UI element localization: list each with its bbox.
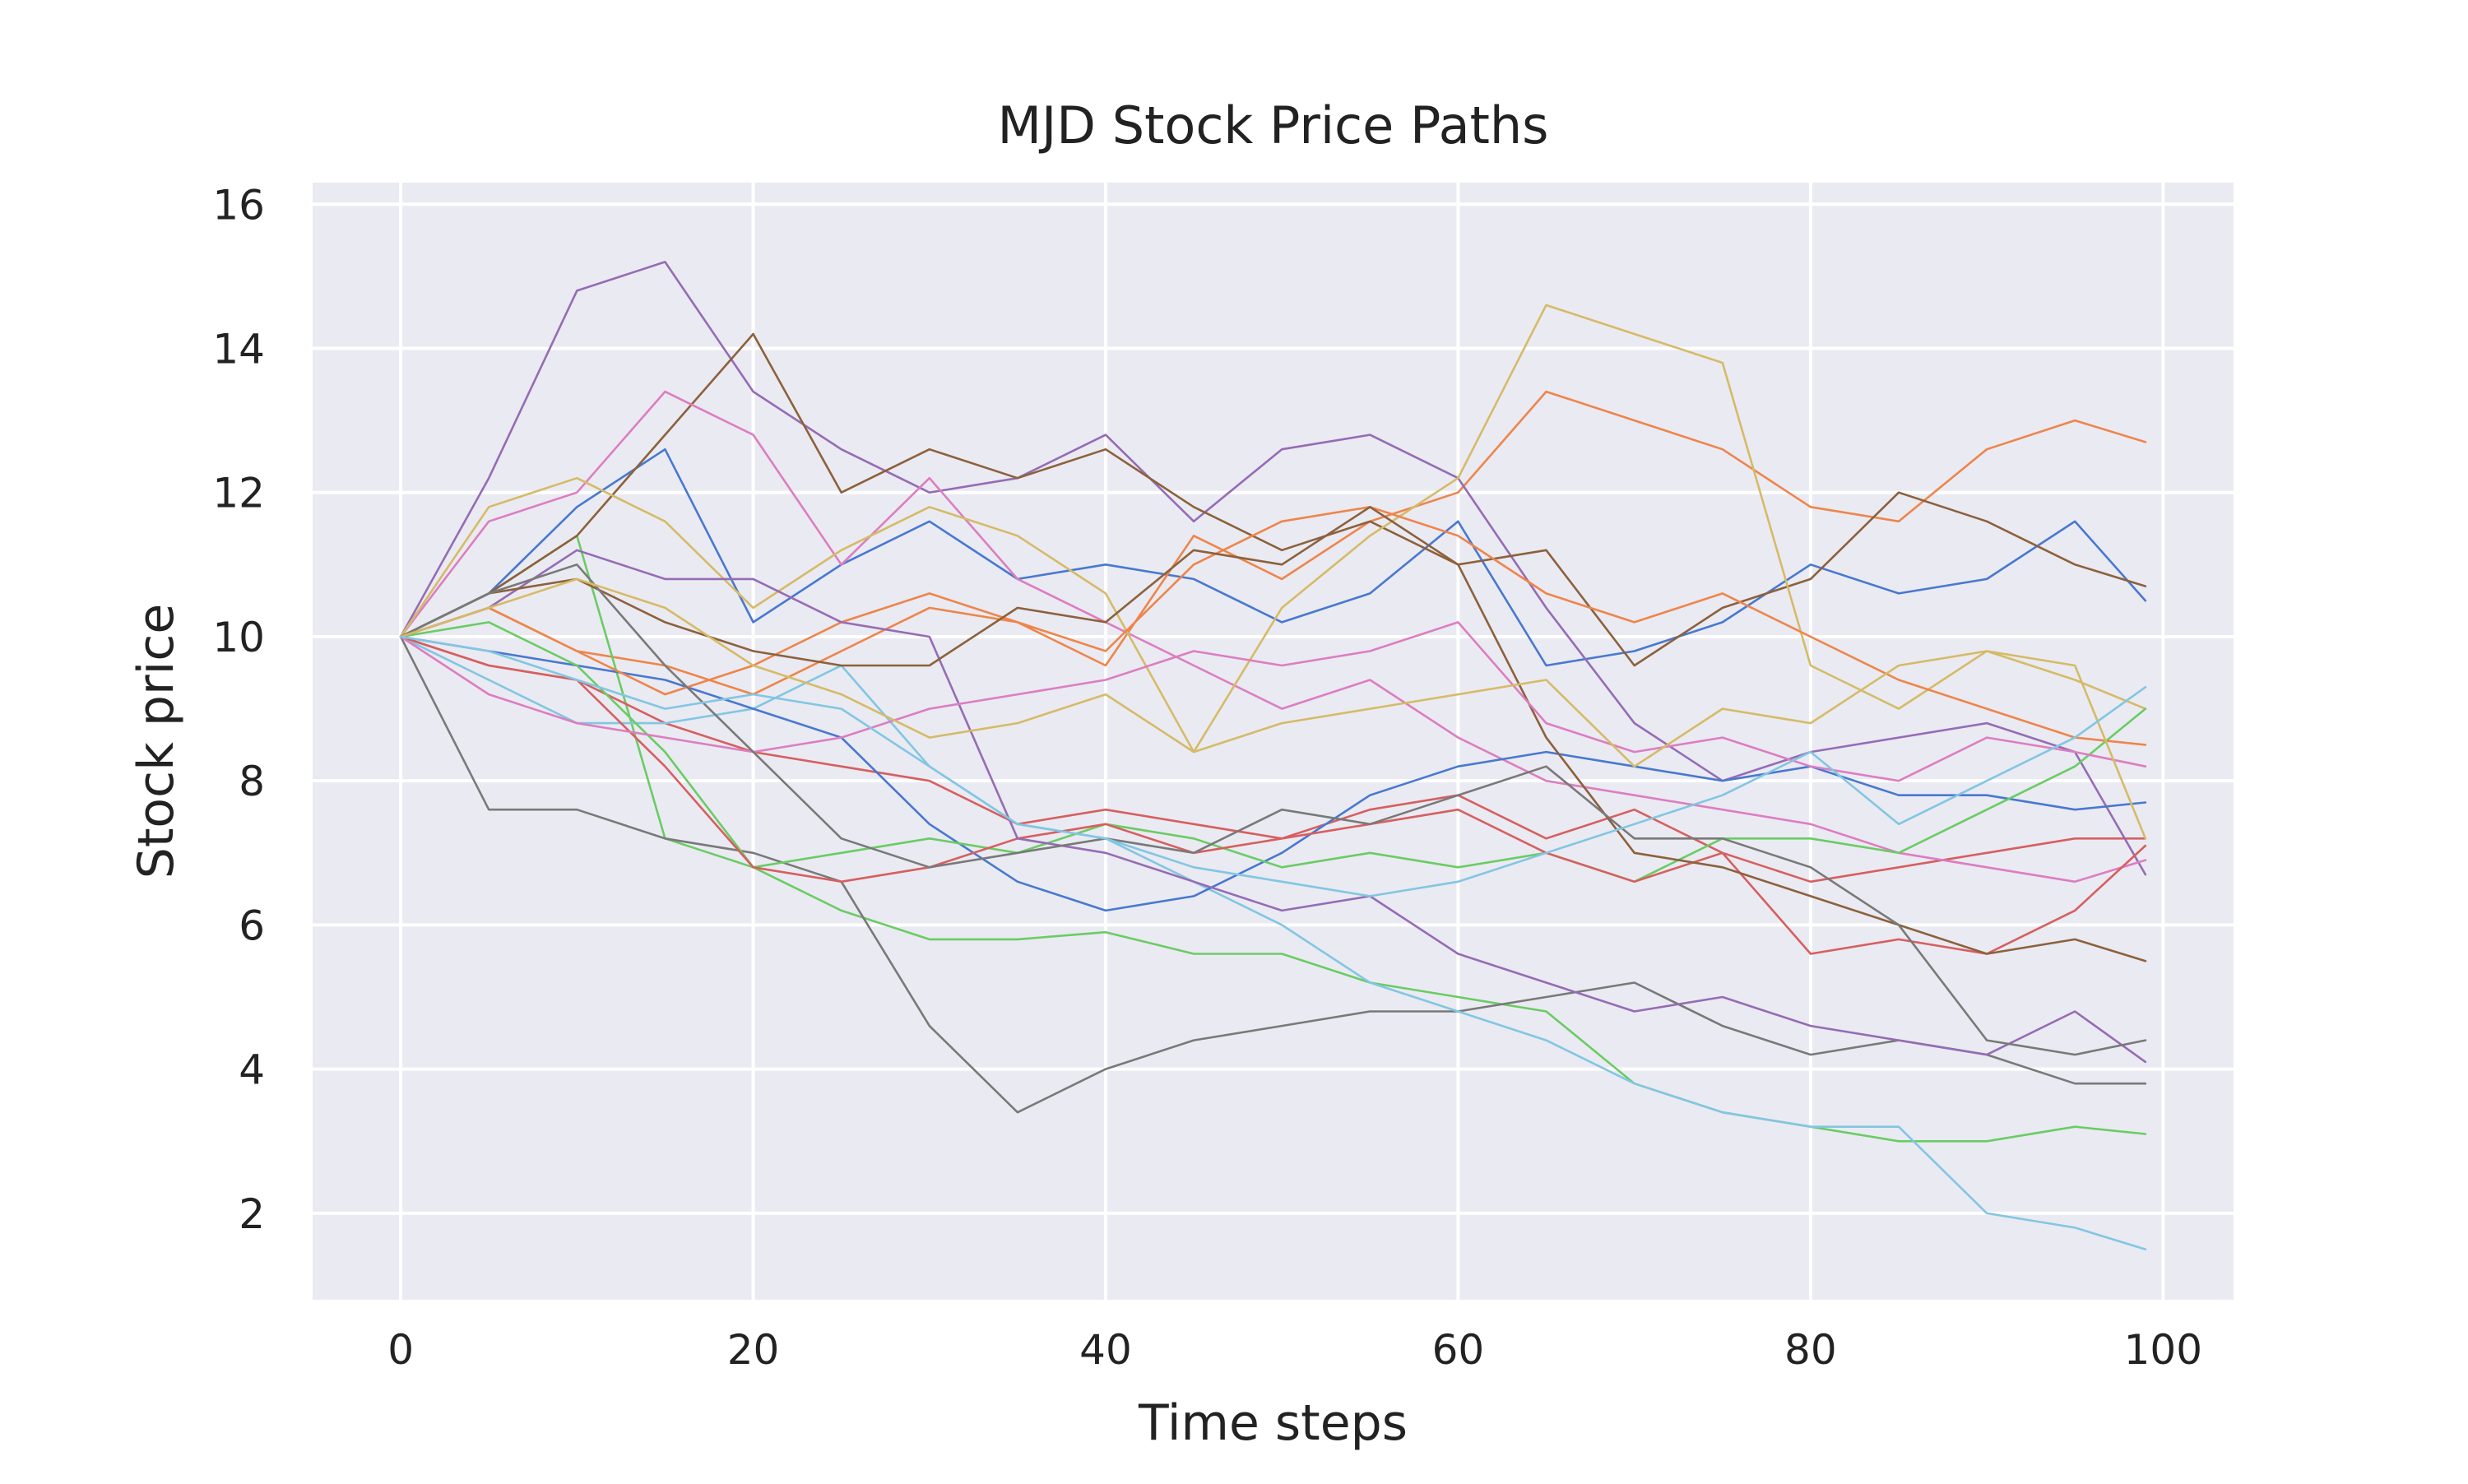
series-line-12 bbox=[399, 505, 2147, 746]
series-line-19 bbox=[399, 577, 2147, 840]
x-tick-label: 40 bbox=[1079, 1326, 1132, 1374]
series-line-5 bbox=[399, 261, 2147, 876]
series-line-11 bbox=[399, 635, 2147, 912]
y-tick-label: 14 bbox=[212, 326, 265, 373]
series-line-3 bbox=[399, 534, 2147, 1143]
series-line-2 bbox=[399, 390, 2147, 696]
series-line-7 bbox=[399, 390, 2147, 883]
series-line-20 bbox=[399, 635, 2147, 897]
series-line-18 bbox=[399, 563, 2147, 1056]
series-line-6 bbox=[399, 332, 2147, 667]
x-axis-label: Time steps bbox=[1138, 1394, 1408, 1452]
series-line-15 bbox=[399, 549, 2147, 1064]
series-line-17 bbox=[399, 621, 2147, 782]
chart-title: MJD Stock Price Paths bbox=[998, 95, 1549, 155]
x-tick-label: 60 bbox=[1432, 1326, 1485, 1374]
y-tick-label: 2 bbox=[239, 1190, 265, 1238]
y-tick-label: 16 bbox=[212, 181, 265, 229]
y-tick-label: 8 bbox=[239, 758, 265, 805]
x-tick-label: 0 bbox=[387, 1326, 414, 1374]
x-tick-label: 20 bbox=[727, 1326, 780, 1374]
series-line-13 bbox=[399, 621, 2147, 883]
tick-labels: 0 20 40 60 80 100 2 4 6 8 10 12 14 16 bbox=[212, 181, 2202, 1374]
y-axis-label: Stock price bbox=[128, 604, 185, 879]
series-line-8 bbox=[399, 635, 2147, 1114]
grid-layer bbox=[313, 183, 2234, 1300]
y-tick-label: 10 bbox=[212, 614, 265, 661]
series-line-9 bbox=[399, 304, 2147, 754]
series-line-1 bbox=[399, 448, 2147, 667]
plot-area bbox=[313, 183, 2234, 1300]
x-tick-label: 100 bbox=[2124, 1326, 2202, 1374]
y-tick-label: 12 bbox=[212, 470, 265, 517]
series-line-16 bbox=[399, 505, 2147, 962]
x-tick-label: 80 bbox=[1784, 1326, 1837, 1374]
y-tick-label: 6 bbox=[239, 902, 265, 949]
series-line-10 bbox=[399, 635, 2147, 1250]
y-tick-label: 4 bbox=[239, 1046, 265, 1094]
series-layer bbox=[399, 261, 2147, 1250]
series-line-14 bbox=[399, 635, 2147, 955]
